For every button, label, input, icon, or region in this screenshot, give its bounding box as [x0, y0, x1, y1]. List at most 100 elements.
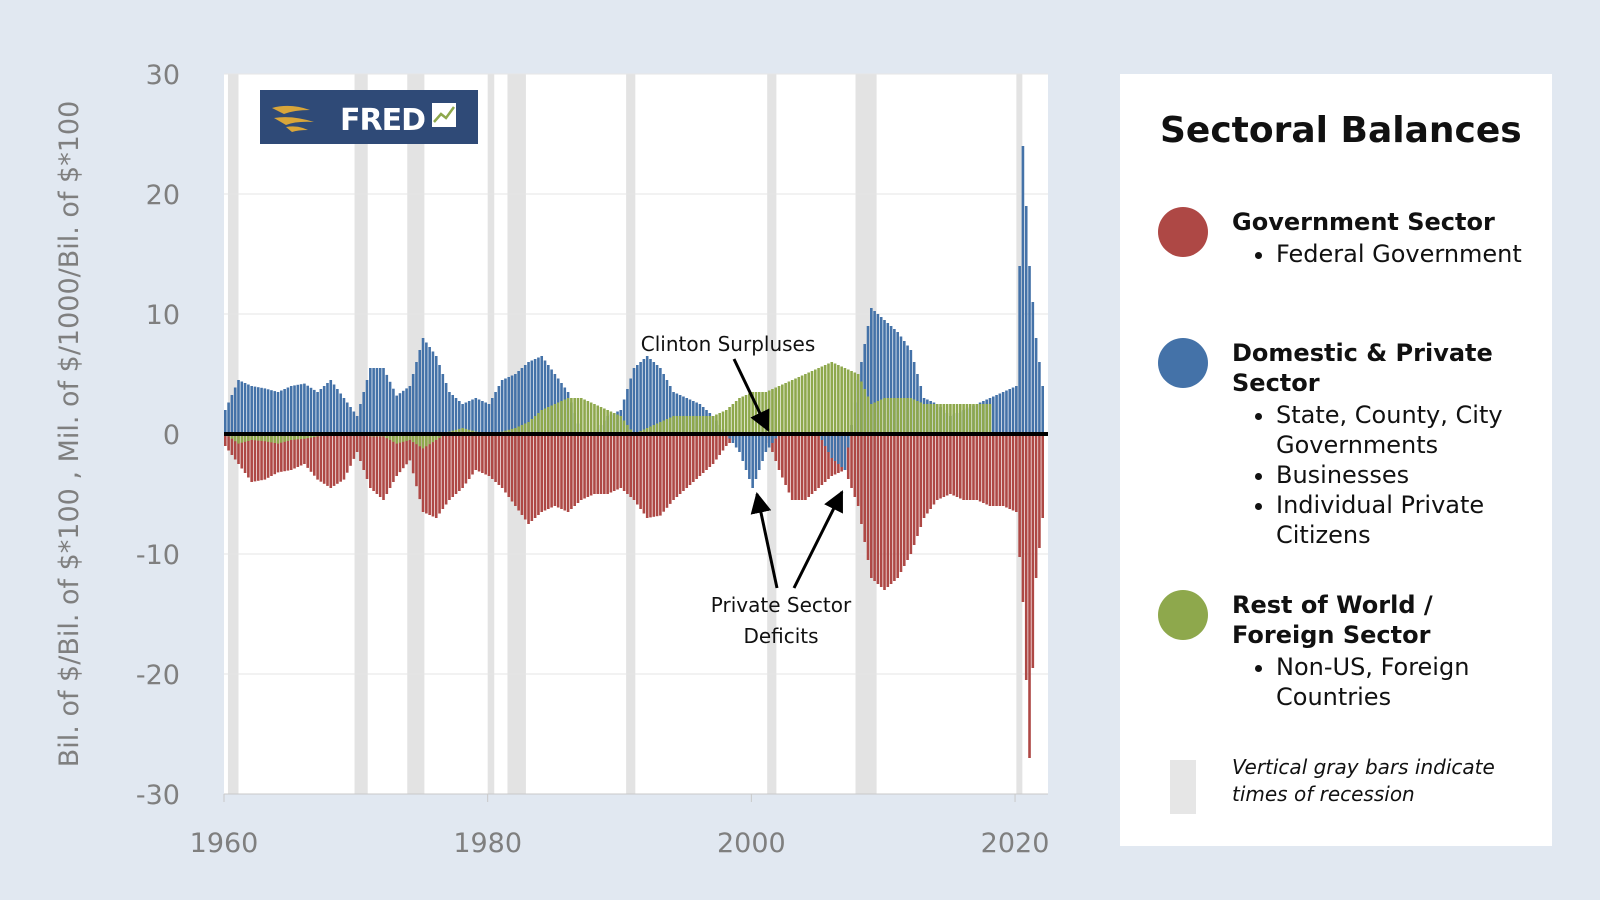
data-bar — [494, 392, 497, 434]
eagle-icon — [272, 105, 314, 132]
legend-items-foreign: Non-US, Foreign Countries — [1232, 652, 1536, 712]
data-bar — [550, 405, 553, 434]
data-bar — [411, 374, 415, 434]
data-bar — [474, 398, 478, 434]
data-bar — [652, 434, 656, 517]
data-bar — [431, 351, 435, 434]
data-bar — [345, 402, 349, 434]
data-bar — [807, 434, 810, 497]
data-bar — [362, 392, 366, 434]
data-bar — [823, 365, 827, 434]
data-bar — [481, 434, 484, 473]
data-bar — [395, 395, 398, 434]
data-bar — [645, 428, 649, 434]
data-bar — [909, 350, 913, 434]
data-bar — [902, 341, 906, 434]
data-bar — [682, 416, 685, 434]
data-bar — [533, 434, 537, 518]
data-bar — [879, 317, 883, 434]
data-bar — [1005, 434, 1008, 508]
data-bar — [543, 360, 547, 434]
data-bar — [1021, 434, 1025, 602]
data-bar — [949, 404, 952, 434]
data-bar — [243, 383, 247, 434]
data-bar — [876, 434, 880, 584]
data-bar — [665, 419, 669, 434]
data-bar — [517, 371, 520, 434]
data-bar — [883, 320, 886, 434]
data-bar — [527, 434, 530, 524]
data-bar — [827, 434, 830, 479]
data-bar — [263, 434, 267, 442]
data-bar — [639, 434, 642, 509]
data-bar — [566, 434, 570, 512]
data-bar — [421, 434, 425, 449]
data-bar — [570, 434, 573, 509]
data-bar — [345, 434, 349, 473]
data-bar — [312, 389, 316, 434]
data-bar — [797, 377, 801, 434]
data-bar — [520, 434, 524, 515]
data-bar — [711, 434, 715, 464]
data-bar — [988, 404, 992, 434]
data-bar — [863, 434, 867, 542]
data-bar — [603, 408, 606, 434]
data-bar — [227, 434, 230, 451]
legend-items-private: State, County, City Governments Business… — [1232, 400, 1536, 550]
data-bar — [395, 434, 398, 476]
data-bar — [899, 336, 903, 434]
data-bar — [876, 314, 880, 434]
data-bar — [527, 362, 530, 434]
data-bar — [731, 434, 735, 443]
data-bar — [850, 434, 853, 488]
data-bar — [935, 434, 939, 500]
data-bar — [622, 420, 626, 434]
data-bar — [748, 393, 751, 434]
data-bar — [481, 401, 484, 434]
data-bar — [922, 434, 926, 518]
data-bar — [807, 372, 810, 434]
data-bar — [293, 385, 296, 434]
data-bar — [250, 386, 253, 434]
arrow-private-deficit-2006 — [792, 490, 844, 589]
data-bar — [434, 356, 438, 434]
data-bar — [431, 434, 435, 443]
data-bar — [490, 434, 494, 479]
data-bar — [523, 365, 527, 434]
data-bar — [622, 434, 626, 491]
data-bar — [401, 390, 405, 434]
data-bar — [959, 404, 962, 434]
legend-item: Individual Private Citizens — [1276, 490, 1536, 550]
data-bar — [728, 407, 731, 434]
data-bar — [507, 434, 511, 497]
data-bar — [289, 434, 293, 440]
data-bar — [843, 368, 847, 434]
data-bar — [701, 434, 705, 473]
data-bar — [385, 374, 389, 434]
data-bar — [827, 363, 830, 434]
data-bar — [718, 434, 721, 455]
data-bar — [692, 416, 695, 434]
data-bar — [415, 434, 418, 487]
data-bar — [682, 396, 685, 434]
data-bar — [494, 434, 497, 482]
data-bar — [1018, 434, 1021, 557]
y-tick-label: 20 — [146, 180, 180, 211]
data-bar — [293, 434, 296, 469]
data-bar — [731, 404, 735, 434]
data-bar — [972, 404, 975, 434]
data-bar — [540, 356, 544, 434]
legend-item: State, County, City Governments — [1276, 400, 1536, 460]
data-bar — [800, 434, 804, 500]
data-bar — [352, 434, 356, 459]
data-bar — [418, 434, 422, 500]
data-bar — [507, 429, 511, 434]
data-bar — [744, 395, 748, 434]
data-bar — [342, 434, 346, 480]
data-bar — [523, 434, 527, 520]
data-bar — [879, 399, 883, 434]
data-bar — [1008, 434, 1012, 509]
data-bar — [342, 398, 346, 434]
data-bar — [573, 398, 576, 434]
data-bar — [454, 429, 458, 434]
